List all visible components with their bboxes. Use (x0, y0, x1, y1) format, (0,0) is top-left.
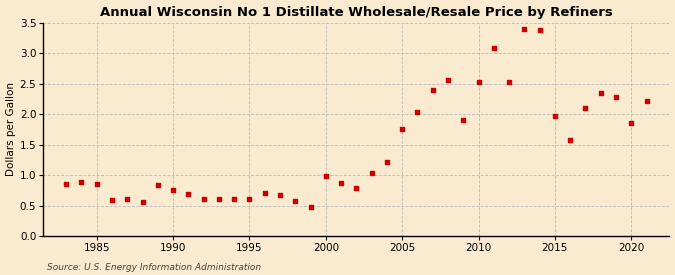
Point (351, 186, 362, 191)
Point (641, 98, 652, 103)
Point (305, 205, 316, 210)
Point (397, 127, 408, 131)
Point (259, 191, 270, 196)
Point (504, 80, 514, 84)
Point (76, 180, 87, 184)
Point (519, 26, 530, 31)
Point (290, 199, 300, 203)
Point (443, 78, 454, 83)
Point (427, 88, 438, 92)
Point (122, 197, 133, 202)
Point (565, 138, 576, 142)
Point (91, 182, 102, 186)
Point (61, 181, 72, 186)
Point (167, 188, 178, 192)
Text: Source: U.S. Energy Information Administration: Source: U.S. Energy Information Administ… (47, 263, 261, 272)
Point (473, 80, 484, 84)
Point (321, 174, 331, 178)
Point (611, 95, 622, 99)
Point (153, 183, 163, 187)
Point (198, 197, 209, 201)
Point (183, 192, 194, 196)
Point (580, 106, 591, 110)
Point (549, 114, 560, 118)
Point (213, 197, 224, 202)
Y-axis label: Dollars per Gallon: Dollars per Gallon (5, 82, 16, 176)
Point (626, 120, 637, 125)
Point (534, 28, 545, 32)
Point (381, 160, 392, 164)
Point (412, 109, 423, 114)
Point (367, 171, 377, 175)
Point (595, 90, 606, 95)
Title: Annual Wisconsin No 1 Distillate Wholesale/Resale Price by Refiners: Annual Wisconsin No 1 Distillate Wholesa… (100, 6, 613, 18)
Point (335, 181, 346, 185)
Point (489, 45, 500, 50)
Point (458, 118, 468, 122)
Point (275, 193, 286, 197)
Point (137, 200, 148, 204)
Point (244, 197, 255, 202)
Point (107, 198, 117, 202)
Point (229, 197, 240, 202)
